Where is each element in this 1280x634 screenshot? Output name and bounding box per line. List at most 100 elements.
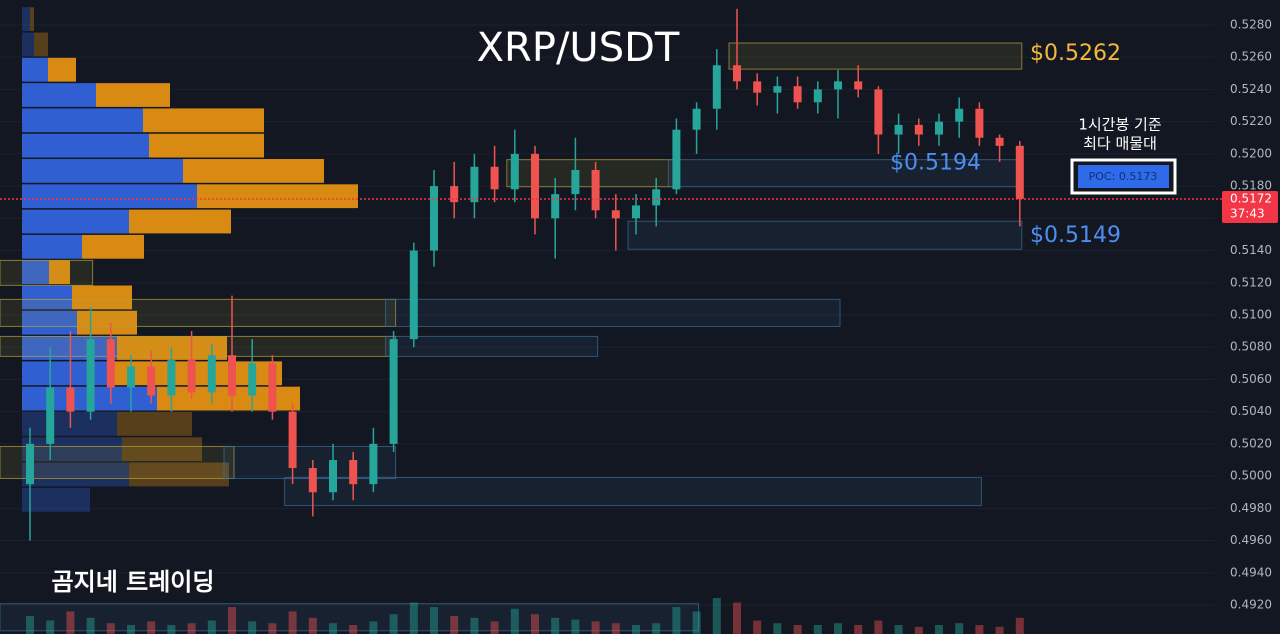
y-tick-label: 0.5020 [1230, 436, 1272, 450]
candle-body [308, 468, 317, 493]
profile-buy [22, 260, 49, 285]
volume-bar [127, 625, 135, 634]
candle-body [248, 363, 257, 396]
volume-bar [389, 614, 398, 634]
candle-body [66, 387, 75, 412]
y-tick-label: 0.4980 [1230, 501, 1272, 515]
candle-body [409, 250, 418, 340]
zone [667, 159, 1023, 188]
y-tick-label: 0.5060 [1230, 372, 1272, 386]
profile-buy [22, 32, 34, 57]
volume-bar [46, 620, 55, 634]
profile-sell [197, 184, 358, 209]
candle-body [995, 137, 1004, 146]
candle-body [167, 360, 176, 396]
profile-sell [34, 32, 48, 57]
volume-bar [329, 623, 337, 634]
profile-sell [143, 108, 264, 133]
volume-bar [914, 626, 923, 634]
candle-body [369, 443, 378, 485]
candle-body [733, 65, 741, 82]
y-tick-label: 0.5180 [1230, 179, 1272, 193]
zone [385, 298, 841, 327]
volume-bar [591, 621, 600, 634]
profile-buy [22, 285, 72, 310]
candle-body [571, 169, 580, 195]
candle-body [86, 339, 95, 412]
zone [284, 477, 982, 507]
volume-bar [510, 608, 519, 634]
candle-body [632, 205, 640, 219]
volume-bar [450, 616, 459, 634]
volume-bar [813, 625, 822, 634]
profile-sell [122, 437, 202, 462]
candle-body [834, 81, 842, 90]
volume-bar [66, 611, 75, 634]
zone [627, 220, 1023, 250]
y-tick-label: 0.5100 [1230, 307, 1272, 321]
candle-body [349, 459, 358, 485]
profile-buy [22, 234, 82, 259]
volume-bar [834, 623, 842, 634]
candle-body [652, 189, 661, 206]
y-tick-label: 0.5080 [1230, 340, 1272, 354]
volume-bar [26, 616, 34, 634]
y-tick-label: 0.5240 [1230, 82, 1272, 96]
volume-bar [430, 607, 438, 634]
volume-bar [288, 611, 297, 634]
candle-body [692, 108, 701, 130]
profile-buy [22, 57, 48, 82]
poc-frame [1070, 158, 1177, 195]
volume-bar [611, 623, 620, 634]
note-line: 최다 매물대 [1083, 135, 1157, 153]
volume-bar [712, 598, 721, 634]
candle-body [551, 194, 560, 219]
profile-buy [22, 462, 129, 487]
profile-buy [22, 7, 30, 32]
volume-bar [894, 625, 903, 634]
poc-box [1078, 165, 1169, 188]
profile-buy [22, 361, 112, 386]
profile-buy [22, 83, 96, 107]
y-tick-label: 0.5280 [1230, 17, 1272, 31]
volume-bar [753, 620, 762, 634]
volume-bar [975, 625, 984, 634]
profile-sell [77, 310, 137, 335]
candle-body [46, 387, 55, 444]
candle-body [470, 166, 479, 203]
y-tick-label: 0.5040 [1230, 404, 1272, 418]
y-tick-label: 0.5120 [1230, 275, 1272, 289]
candle-body [975, 108, 984, 138]
volume-bar [248, 621, 257, 634]
zone [728, 42, 1023, 70]
candle-body [854, 81, 863, 90]
candle-body [106, 339, 115, 388]
last-price-label: 0.5172 [1230, 191, 1272, 205]
candle-body [510, 153, 519, 190]
candle-body [712, 65, 721, 109]
volume-bar [187, 623, 196, 634]
volume-bar [228, 607, 236, 634]
volume-bar [793, 625, 802, 634]
price-annotation: $0.5194 [890, 151, 981, 176]
candle-body [935, 121, 943, 135]
profile-sell [183, 159, 324, 183]
volume-bar [409, 602, 418, 634]
background-layer: 0.4920 0.4940 0.4960 0.4980 0.5000 0.5020 0.50… [0, 7, 1272, 634]
volume-bar [571, 619, 580, 634]
volume-bar [207, 620, 216, 634]
volume-bar [551, 617, 560, 634]
candle-body [955, 108, 964, 122]
profile-buy [22, 184, 197, 209]
candle-body [430, 186, 438, 251]
zone [0, 259, 94, 286]
volume-bar [268, 623, 277, 634]
volume-bar [632, 625, 640, 634]
volume-bar [490, 621, 499, 634]
y-tick-label: 0.5140 [1230, 243, 1272, 257]
volume-bar [470, 617, 479, 634]
profile-buy [22, 133, 149, 158]
profile-buy [22, 411, 117, 436]
